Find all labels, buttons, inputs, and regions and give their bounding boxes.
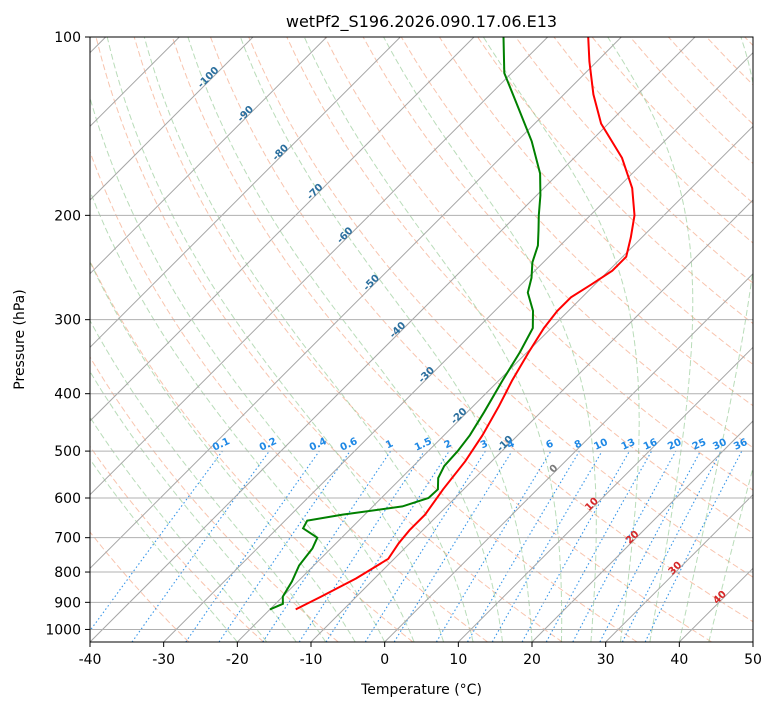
chart-title: wetPf2_S196.2026.090.17.06.E13 — [286, 12, 557, 32]
moist-adiabat — [482, 37, 640, 642]
isotherm — [310, 199, 753, 642]
dry-adiabat — [90, 531, 190, 642]
dry-adiabat — [210, 37, 753, 623]
mixing-ratio-line — [262, 450, 392, 642]
mixing-ratio-label: 20 — [666, 437, 683, 453]
mixing-ratio-line — [644, 450, 743, 642]
moist-adiabat — [383, 37, 597, 642]
y-tick-label: 100 — [54, 30, 81, 46]
plot-frame — [89, 36, 754, 643]
dry-adiabat — [248, 37, 753, 578]
mixing-ratio-line — [325, 450, 450, 642]
isotherm — [90, 37, 254, 201]
sounding-traces — [269, 37, 636, 611]
mixing-ratio-label: 30 — [711, 437, 728, 453]
mixing-ratio-label: 16 — [642, 437, 659, 453]
isotherm — [90, 37, 401, 349]
axis-ticks: -40 -30 -20 -10 0 10 20 30 40 50 100 200 300 400 500 60… — [45, 30, 762, 668]
dry-adiabat — [90, 150, 488, 642]
x-tick-label: 0 — [380, 652, 389, 668]
mixing-ratio-line — [572, 450, 677, 642]
dewpoint-trace — [269, 37, 542, 611]
x-tick-label: 30 — [597, 652, 615, 668]
y-axis-label: Pressure (hPa) — [12, 289, 28, 389]
mixing-ratio-label: 3 — [479, 438, 490, 451]
x-tick-label: -40 — [79, 652, 102, 668]
mixing-ratio-label: 25 — [691, 437, 708, 453]
isotherm — [90, 37, 475, 422]
dry-adiabat — [90, 445, 264, 642]
y-tick-label: 1000 — [45, 622, 81, 638]
moist-adiabat — [143, 37, 474, 642]
y-tick-label: 400 — [54, 387, 81, 403]
mixing-ratio-line — [131, 450, 270, 642]
moist-adiabat — [90, 260, 356, 642]
y-tick-label: 700 — [54, 531, 81, 547]
y-tick-label: 800 — [54, 565, 81, 581]
isotherm — [90, 37, 328, 275]
moist-adiabat — [106, 37, 445, 642]
y-tick-label: 200 — [54, 208, 81, 224]
isotherm — [384, 272, 753, 642]
mixing-ratio-label: 13 — [620, 437, 637, 453]
x-axis-label: Temperature (°C) — [360, 682, 482, 698]
mixing-ratio-line — [90, 450, 223, 632]
mixing-ratio-line — [298, 450, 425, 642]
moist-adiabat — [678, 37, 753, 642]
moist-adiabat — [90, 416, 268, 642]
mixing-ratio-line — [545, 450, 653, 642]
isotherm — [236, 125, 753, 642]
y-tick-label: 600 — [54, 491, 81, 507]
dry-adiabat — [133, 37, 638, 642]
isotherm — [531, 420, 753, 642]
mixing-ratio-label: 1 — [384, 438, 395, 451]
temperature-trace — [295, 37, 636, 611]
isotherm — [90, 37, 696, 642]
moist-adiabat — [90, 458, 238, 642]
x-tick-label: 10 — [449, 652, 467, 668]
x-tick-label: 40 — [670, 652, 688, 668]
mixing-ratio-label: 6 — [544, 438, 555, 451]
mixing-ratio-label: 10 — [592, 437, 609, 453]
moist-adiabat — [187, 37, 503, 642]
mixing-ratio-label: 2 — [443, 438, 454, 451]
background-lines — [90, 37, 753, 642]
x-tick-label: -10 — [300, 652, 323, 668]
x-tick-label: -20 — [226, 652, 249, 668]
mixing-ratio-line — [521, 450, 630, 642]
x-tick-label: -30 — [152, 652, 175, 668]
mixing-ratio-line — [218, 450, 351, 642]
isotherm — [457, 346, 753, 642]
y-tick-label: 300 — [54, 313, 81, 329]
x-tick-label: 20 — [523, 652, 541, 668]
moist-adiabat — [90, 370, 297, 642]
moist-adiabat — [90, 189, 386, 642]
dry-adiabat — [515, 37, 753, 284]
isotherm — [605, 493, 753, 642]
mixing-ratio-line — [185, 450, 320, 642]
isotherm — [90, 37, 549, 496]
moist-adiabat — [607, 37, 694, 642]
isotherm — [163, 51, 753, 642]
moist-adiabat — [303, 37, 563, 642]
y-tick-label: 900 — [54, 595, 81, 611]
moist-adiabat — [239, 37, 533, 642]
dry-adiabat — [438, 37, 753, 366]
plot-area — [90, 37, 753, 642]
mixing-ratio-label: 4 — [505, 438, 516, 451]
mixing-ratio-line — [393, 450, 513, 642]
dry-adiabat — [400, 37, 753, 407]
dry-adiabat — [90, 356, 339, 642]
mixing-ratio-label: 36 — [732, 437, 749, 453]
isotherm — [90, 37, 622, 570]
x-tick-label: 50 — [744, 652, 762, 668]
mixing-ratio-label: 8 — [573, 438, 584, 451]
y-tick-label: 500 — [54, 444, 81, 460]
dry-adiabat — [95, 37, 563, 642]
